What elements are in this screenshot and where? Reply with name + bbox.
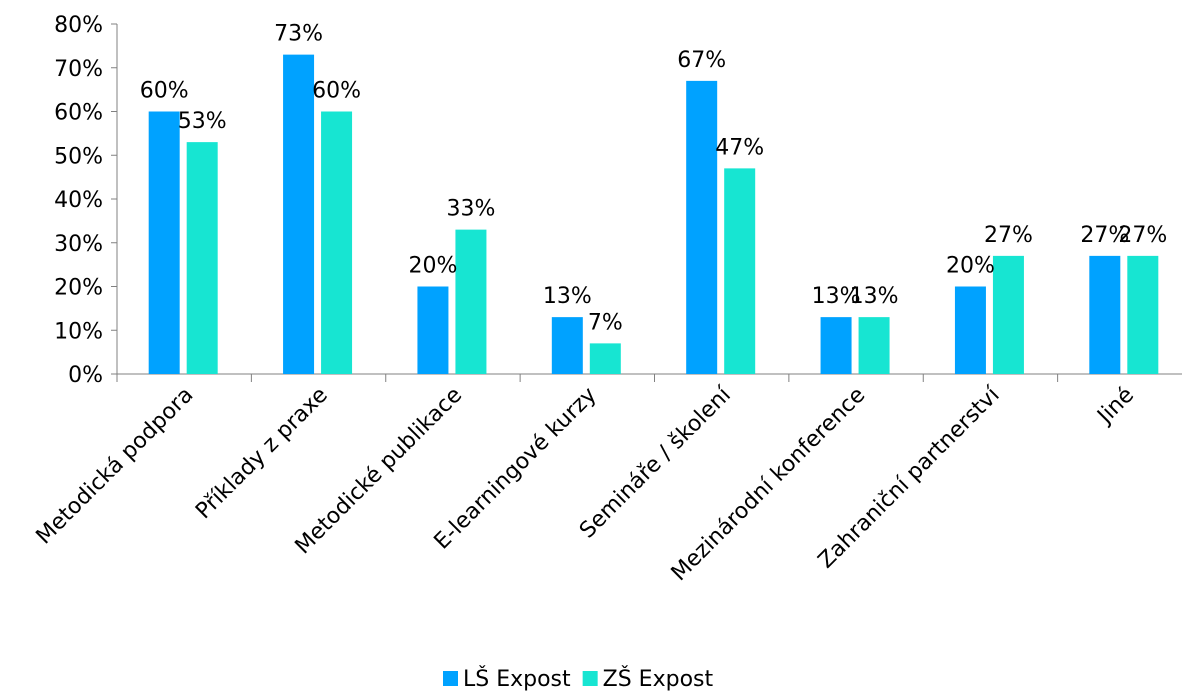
- legend-swatch: [582, 671, 598, 686]
- data-label: 13%: [812, 284, 861, 309]
- x-category-label: Příklady z praxe: [191, 383, 333, 525]
- bar-ls-expost: [1089, 255, 1121, 374]
- legend: LŠ Expost ZŠ Expost: [443, 666, 713, 692]
- y-tick-label: 20%: [54, 276, 103, 301]
- data-label: 20%: [408, 254, 457, 279]
- bars: [148, 54, 1159, 374]
- legend-label: ZŠ Expost: [603, 666, 714, 692]
- data-label: 73%: [274, 22, 323, 47]
- bar-zs-expost: [1127, 255, 1159, 374]
- y-tick-label: 40%: [54, 188, 103, 213]
- bar-zs-expost: [321, 111, 353, 374]
- data-label: 47%: [715, 135, 764, 160]
- data-label: 60%: [312, 79, 361, 104]
- y-axis: 0% 10% 20% 30% 40% 50% 60% 70% 80%: [54, 13, 118, 388]
- data-label: 53%: [178, 109, 227, 134]
- data-label: 67%: [677, 48, 726, 73]
- data-label: 13%: [850, 284, 899, 309]
- y-tick-label: 30%: [54, 232, 103, 257]
- data-label: 20%: [946, 254, 995, 279]
- bar-ls-expost: [954, 286, 986, 374]
- y-tick-label: 10%: [54, 319, 103, 344]
- bar-ls-expost: [820, 317, 852, 374]
- x-category-label: Semináře / školení: [575, 382, 737, 544]
- x-category-label: Metodická podpora: [32, 383, 199, 550]
- bar-zs-expost: [724, 168, 756, 374]
- data-label: 27%: [1080, 223, 1129, 248]
- bar-ls-expost: [148, 111, 180, 374]
- bar-zs-expost: [589, 343, 621, 374]
- bar-ls-expost: [686, 80, 718, 374]
- bar-ls-expost: [283, 54, 315, 374]
- data-labels: 60% 73% 20% 13% 67% 13% 20% 27% 53% 60% 33% 7% 47% 13…: [140, 22, 1168, 336]
- bar-zs-expost: [455, 229, 487, 374]
- bar-ls-expost: [551, 317, 583, 374]
- bar-zs-expost: [858, 317, 890, 374]
- y-tick-label: 70%: [54, 57, 103, 82]
- data-label: 27%: [984, 223, 1033, 248]
- y-tick-label: 80%: [54, 13, 103, 38]
- data-label: 13%: [543, 284, 592, 309]
- y-tick-label: 50%: [54, 144, 103, 169]
- data-label: 33%: [446, 197, 495, 222]
- data-label: 7%: [588, 310, 623, 335]
- data-label: 27%: [1118, 223, 1167, 248]
- data-label: 60%: [140, 79, 189, 104]
- bar-zs-expost: [186, 142, 218, 374]
- bar-zs-expost: [992, 255, 1024, 374]
- x-category-label: Jiné: [1092, 383, 1139, 430]
- legend-label: LŠ Expost: [463, 666, 571, 692]
- bar-ls-expost: [417, 286, 449, 374]
- y-tick-label: 0%: [68, 363, 103, 388]
- y-tick-label: 60%: [54, 101, 103, 126]
- legend-swatch: [443, 671, 458, 686]
